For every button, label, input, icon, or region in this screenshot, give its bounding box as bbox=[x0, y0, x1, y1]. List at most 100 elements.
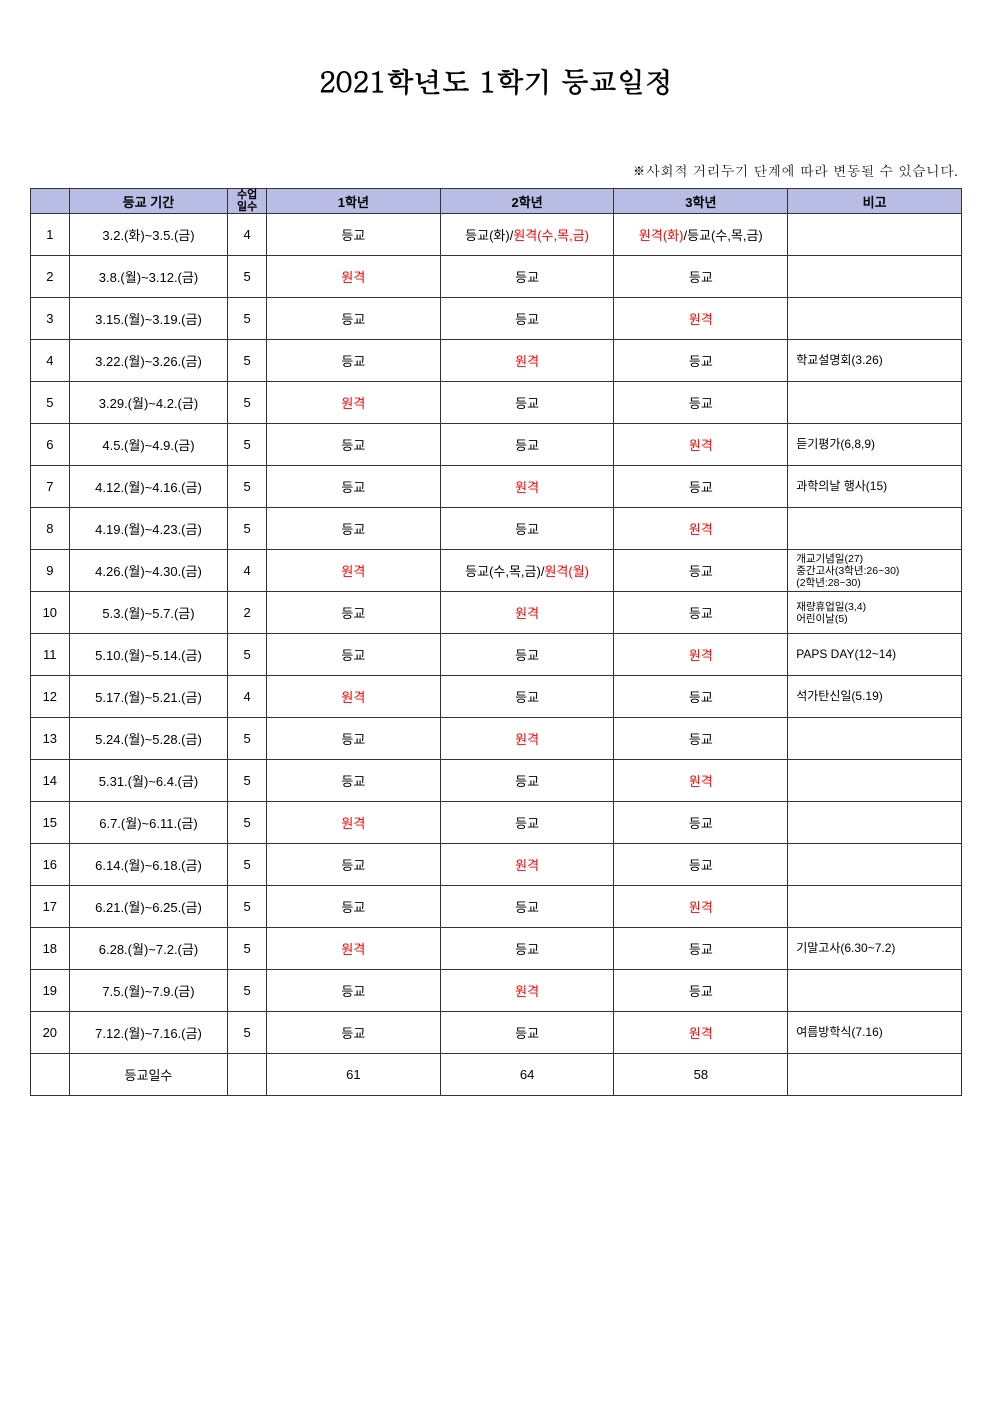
footer-g1: 61 bbox=[266, 1054, 440, 1096]
cell-days: 4 bbox=[228, 214, 267, 256]
cell-grade: 등교 bbox=[440, 298, 614, 340]
cell-grade: 등교 bbox=[266, 970, 440, 1012]
cell-note bbox=[788, 886, 962, 928]
cell-grade: 등교 bbox=[440, 256, 614, 298]
cell-days: 5 bbox=[228, 256, 267, 298]
cell-note: 여름방학식(7.16) bbox=[788, 1012, 962, 1054]
cell-idx: 13 bbox=[31, 718, 70, 760]
cell-idx: 11 bbox=[31, 634, 70, 676]
cell-grade: 등교 bbox=[614, 928, 788, 970]
cell-note: 석가탄신일(5.19) bbox=[788, 676, 962, 718]
cell-period: 4.26.(월)~4.30.(금) bbox=[69, 550, 228, 592]
footer-idx bbox=[31, 1054, 70, 1096]
cell-idx: 1 bbox=[31, 214, 70, 256]
header-grade2: 2학년 bbox=[440, 189, 614, 214]
cell-grade: 등교 bbox=[440, 928, 614, 970]
cell-grade: 등교 bbox=[266, 1012, 440, 1054]
cell-days: 5 bbox=[228, 466, 267, 508]
table-row: 176.21.(월)~6.25.(금)5등교등교원격 bbox=[31, 886, 962, 928]
cell-period: 6.28.(월)~7.2.(금) bbox=[69, 928, 228, 970]
cell-note bbox=[788, 844, 962, 886]
cell-grade: 원격 bbox=[440, 970, 614, 1012]
header-grade1: 1학년 bbox=[266, 189, 440, 214]
cell-grade: 등교 bbox=[266, 718, 440, 760]
table-header-row: 등교 기간 수업일수 1학년 2학년 3학년 비고 bbox=[31, 189, 962, 214]
cell-grade: 원격 bbox=[266, 550, 440, 592]
cell-days: 2 bbox=[228, 592, 267, 634]
table-row: 166.14.(월)~6.18.(금)5등교원격등교 bbox=[31, 844, 962, 886]
table-row: 13.2.(화)~3.5.(금)4등교등교(화)/원격(수,목,금)원격(화)/… bbox=[31, 214, 962, 256]
footer-note bbox=[788, 1054, 962, 1096]
cell-note bbox=[788, 298, 962, 340]
cell-grade: 등교 bbox=[440, 1012, 614, 1054]
header-grade3: 3학년 bbox=[614, 189, 788, 214]
cell-grade: 등교 bbox=[440, 634, 614, 676]
cell-note bbox=[788, 970, 962, 1012]
notice-text: ※사회적 거리두기 단계에 따라 변동될 수 있습니다. bbox=[30, 160, 962, 180]
cell-grade: 등교 bbox=[266, 886, 440, 928]
cell-period: 3.15.(월)~3.19.(금) bbox=[69, 298, 228, 340]
cell-grade: 등교 bbox=[614, 340, 788, 382]
cell-grade: 원격 bbox=[266, 256, 440, 298]
cell-period: 3.22.(월)~3.26.(금) bbox=[69, 340, 228, 382]
table-row: 197.5.(월)~7.9.(금)5등교원격등교 bbox=[31, 970, 962, 1012]
table-row: 105.3.(월)~5.7.(금)2등교원격등교재량휴업일(3,4)어린이날(5… bbox=[31, 592, 962, 634]
cell-idx: 7 bbox=[31, 466, 70, 508]
cell-idx: 10 bbox=[31, 592, 70, 634]
cell-grade: 등교 bbox=[266, 592, 440, 634]
cell-grade: 등교 bbox=[440, 676, 614, 718]
cell-period: 3.29.(월)~4.2.(금) bbox=[69, 382, 228, 424]
cell-grade: 등교 bbox=[614, 802, 788, 844]
cell-grade: 원격 bbox=[614, 886, 788, 928]
table-row: 23.8.(월)~3.12.(금)5원격등교등교 bbox=[31, 256, 962, 298]
footer-g2: 64 bbox=[440, 1054, 614, 1096]
table-row: 74.12.(월)~4.16.(금)5등교원격등교과학의날 행사(15) bbox=[31, 466, 962, 508]
header-note: 비고 bbox=[788, 189, 962, 214]
table-row: 115.10.(월)~5.14.(금)5등교등교원격PAPS DAY(12~14… bbox=[31, 634, 962, 676]
table-row: 33.15.(월)~3.19.(금)5등교등교원격 bbox=[31, 298, 962, 340]
cell-days: 5 bbox=[228, 634, 267, 676]
cell-grade: 등교 bbox=[440, 424, 614, 466]
cell-note: 기말고사(6.30~7.2) bbox=[788, 928, 962, 970]
cell-grade: 등교(수,목,금)/원격(월) bbox=[440, 550, 614, 592]
cell-period: 5.31.(월)~6.4.(금) bbox=[69, 760, 228, 802]
cell-days: 5 bbox=[228, 928, 267, 970]
cell-period: 5.24.(월)~5.28.(금) bbox=[69, 718, 228, 760]
cell-days: 5 bbox=[228, 970, 267, 1012]
cell-grade: 등교 bbox=[266, 760, 440, 802]
cell-grade: 등교 bbox=[266, 340, 440, 382]
cell-days: 5 bbox=[228, 1012, 267, 1054]
cell-idx: 16 bbox=[31, 844, 70, 886]
cell-period: 3.8.(월)~3.12.(금) bbox=[69, 256, 228, 298]
cell-grade: 원격 bbox=[614, 424, 788, 466]
cell-note bbox=[788, 382, 962, 424]
cell-idx: 9 bbox=[31, 550, 70, 592]
cell-grade: 원격 bbox=[614, 508, 788, 550]
cell-grade: 등교 bbox=[266, 508, 440, 550]
cell-grade: 등교 bbox=[614, 970, 788, 1012]
cell-days: 5 bbox=[228, 802, 267, 844]
cell-grade: 등교 bbox=[614, 466, 788, 508]
cell-idx: 14 bbox=[31, 760, 70, 802]
cell-grade: 등교 bbox=[440, 886, 614, 928]
cell-grade: 원격 bbox=[614, 760, 788, 802]
cell-days: 5 bbox=[228, 760, 267, 802]
cell-period: 5.17.(월)~5.21.(금) bbox=[69, 676, 228, 718]
cell-days: 4 bbox=[228, 676, 267, 718]
cell-grade: 등교 bbox=[440, 508, 614, 550]
cell-days: 5 bbox=[228, 508, 267, 550]
table-row: 135.24.(월)~5.28.(금)5등교원격등교 bbox=[31, 718, 962, 760]
cell-period: 4.5.(월)~4.9.(금) bbox=[69, 424, 228, 466]
cell-grade: 원격 bbox=[266, 676, 440, 718]
cell-grade: 원격 bbox=[440, 592, 614, 634]
table-footer-row: 등교일수616458 bbox=[31, 1054, 962, 1096]
cell-grade: 등교 bbox=[614, 550, 788, 592]
cell-grade: 등교 bbox=[614, 256, 788, 298]
page-title: 2021학년도 1학기 등교일정 bbox=[30, 60, 962, 100]
footer-label: 등교일수 bbox=[69, 1054, 228, 1096]
table-row: 53.29.(월)~4.2.(금)5원격등교등교 bbox=[31, 382, 962, 424]
cell-grade: 등교 bbox=[266, 298, 440, 340]
cell-grade: 원격 bbox=[440, 844, 614, 886]
cell-grade: 원격 bbox=[440, 340, 614, 382]
cell-grade: 원격 bbox=[266, 802, 440, 844]
